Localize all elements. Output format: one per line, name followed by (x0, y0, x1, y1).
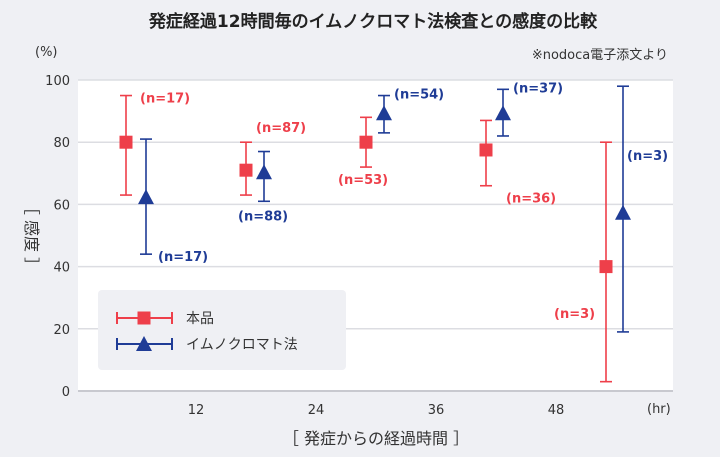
data-point-square (137, 311, 151, 325)
data-point-group: (n=54) (376, 88, 444, 134)
x-tick-label: 48 (548, 403, 565, 418)
data-point-group: (n=37) (495, 81, 563, 137)
sample-size-label: (n=3) (554, 307, 595, 322)
y-tick-label: 0 (62, 385, 70, 400)
legend-item: イムノクロマト法 (116, 336, 298, 353)
x-unit: (hr) (647, 402, 671, 417)
y-tick-label: 60 (53, 198, 70, 213)
data-point-square (479, 143, 493, 157)
data-point-square (599, 260, 613, 274)
x-tick-label: 36 (428, 403, 445, 418)
data-point-triangle (138, 189, 154, 205)
data-point-group: (n=88) (238, 150, 288, 224)
sample-size-label: (n=37) (513, 81, 563, 96)
legend-label: 本品 (186, 311, 214, 327)
sample-size-label: (n=87) (256, 121, 306, 136)
data-point-triangle (615, 204, 631, 220)
x-tick-label: 12 (188, 403, 205, 418)
sample-size-label: (n=3) (627, 149, 668, 164)
data-point-triangle (495, 105, 511, 121)
data-point-group: (n=36) (479, 119, 556, 207)
data-point-group: (n=3) (615, 85, 668, 333)
data-point-square (239, 163, 253, 177)
data-point-square (119, 135, 133, 149)
legend-label: イムノクロマト法 (186, 337, 298, 353)
sample-size-label: (n=17) (140, 92, 190, 107)
source-note: ※nodoca電子添文より (532, 48, 668, 63)
sample-size-label: (n=17) (158, 250, 208, 265)
data-point-group: (n=17) (138, 138, 208, 265)
y-tick-label: 20 (53, 323, 70, 338)
data-point-triangle (376, 105, 392, 121)
x-tick-label: 24 (308, 403, 325, 418)
data-point-group: (n=17) (119, 92, 190, 196)
data-point-group: (n=53) (338, 116, 388, 188)
chart-title: 発症経過12時間毎のイムノクロマト法検査との感度の比較 (148, 11, 598, 32)
sample-size-label: (n=88) (238, 209, 288, 224)
sample-size-label: (n=53) (338, 173, 388, 188)
y-tick-label: 100 (45, 74, 70, 89)
x-axis-label: ［ 発症からの経過時間 ］ (283, 429, 469, 448)
y-tick-label: 40 (53, 261, 70, 276)
data-point-triangle (256, 164, 272, 180)
data-point-group: (n=87) (239, 121, 306, 196)
data-point-group: (n=3) (554, 141, 613, 383)
data-point-square (359, 135, 373, 149)
data-point-triangle (136, 336, 152, 351)
legend-item: 本品 (116, 311, 214, 327)
y-axis-label: ［ 感度 ］ (22, 199, 41, 273)
y-unit: (%) (35, 45, 58, 60)
sample-size-label: (n=54) (394, 88, 444, 103)
sample-size-label: (n=36) (506, 192, 556, 207)
y-tick-label: 80 (53, 136, 70, 151)
